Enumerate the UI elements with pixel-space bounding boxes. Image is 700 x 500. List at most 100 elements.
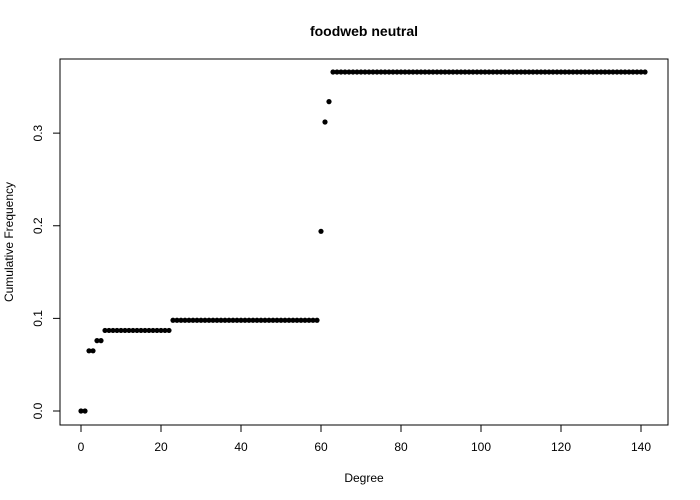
data-point bbox=[582, 69, 588, 75]
data-point bbox=[578, 69, 584, 75]
data-point bbox=[146, 327, 152, 334]
data-point bbox=[366, 69, 372, 75]
data-point bbox=[262, 317, 268, 323]
data-point bbox=[458, 69, 464, 75]
data-point bbox=[174, 317, 180, 323]
data-point bbox=[566, 69, 572, 75]
data-point bbox=[274, 317, 280, 323]
data-point bbox=[218, 317, 224, 323]
data-point bbox=[550, 69, 556, 75]
data-point bbox=[406, 69, 412, 75]
data-point bbox=[430, 69, 436, 75]
data-point bbox=[418, 69, 424, 75]
data-point bbox=[598, 69, 604, 75]
data-point bbox=[526, 69, 532, 75]
data-point bbox=[230, 317, 236, 323]
data-point bbox=[226, 317, 232, 323]
data-point bbox=[438, 69, 444, 75]
data-point bbox=[534, 69, 540, 75]
data-point bbox=[562, 69, 568, 75]
data-point bbox=[638, 69, 644, 75]
data-point bbox=[338, 69, 344, 75]
y-tick-label: 0.1 bbox=[31, 310, 45, 327]
data-point bbox=[398, 69, 404, 75]
data-point bbox=[246, 317, 252, 323]
data-point bbox=[346, 69, 352, 75]
data-point bbox=[382, 69, 388, 75]
data-point bbox=[522, 69, 528, 75]
data-point bbox=[586, 69, 592, 75]
data-point bbox=[490, 69, 496, 75]
data-point bbox=[86, 348, 92, 354]
data-point bbox=[518, 69, 524, 75]
data-point bbox=[530, 69, 536, 75]
data-point bbox=[386, 69, 392, 75]
data-point bbox=[194, 317, 200, 323]
data-point bbox=[394, 69, 400, 75]
data-point bbox=[546, 69, 552, 75]
data-point bbox=[322, 119, 328, 125]
data-point bbox=[82, 408, 88, 414]
y-tick-label: 0.0 bbox=[31, 402, 45, 419]
plot-box bbox=[59, 58, 669, 426]
data-point bbox=[558, 69, 564, 75]
data-point bbox=[222, 317, 228, 323]
data-point bbox=[474, 69, 480, 75]
x-tick-label: 120 bbox=[551, 440, 571, 454]
data-point bbox=[98, 338, 104, 344]
data-point bbox=[374, 69, 380, 75]
data-point bbox=[214, 317, 220, 323]
data-point bbox=[482, 69, 488, 75]
data-point bbox=[170, 317, 176, 323]
data-point bbox=[422, 69, 428, 75]
data-point bbox=[206, 317, 212, 323]
data-point bbox=[122, 327, 128, 334]
y-axis: 0.0 0.1 0.2 0.3 bbox=[31, 124, 61, 419]
data-point bbox=[630, 69, 636, 75]
data-point bbox=[410, 69, 416, 75]
data-point bbox=[286, 317, 292, 323]
data-point bbox=[554, 69, 560, 75]
data-point bbox=[310, 317, 316, 323]
data-point bbox=[602, 69, 608, 75]
data-point bbox=[446, 69, 452, 75]
data-point bbox=[78, 408, 84, 414]
data-point bbox=[102, 327, 108, 334]
data-point bbox=[350, 69, 356, 75]
chart-title: foodweb neutral bbox=[310, 23, 418, 39]
data-point bbox=[326, 99, 332, 105]
data-point bbox=[510, 69, 516, 75]
data-point bbox=[162, 327, 168, 334]
x-axis-label: Degree bbox=[344, 471, 384, 485]
data-point bbox=[134, 327, 140, 334]
data-point bbox=[470, 69, 476, 75]
data-point bbox=[618, 69, 624, 75]
data-point bbox=[450, 69, 456, 75]
data-point bbox=[210, 317, 216, 323]
data-point bbox=[590, 69, 596, 75]
data-point bbox=[370, 69, 376, 75]
data-point bbox=[266, 317, 272, 323]
y-tick-label: 0.2 bbox=[31, 217, 45, 234]
data-point bbox=[110, 327, 116, 334]
data-point bbox=[278, 317, 284, 323]
data-point bbox=[354, 69, 360, 75]
data-point bbox=[254, 317, 260, 323]
data-point bbox=[542, 69, 548, 75]
y-axis-label: Cumulative Frequency bbox=[2, 182, 16, 302]
data-point bbox=[454, 69, 460, 75]
data-point bbox=[414, 69, 420, 75]
data-point bbox=[626, 69, 632, 75]
x-axis: 0 20 40 60 80 100 120 140 bbox=[78, 424, 651, 454]
data-point bbox=[622, 69, 628, 75]
data-point bbox=[298, 317, 304, 323]
data-point bbox=[154, 327, 160, 334]
data-point bbox=[186, 317, 192, 323]
data-point bbox=[242, 317, 248, 323]
data-point bbox=[362, 69, 368, 75]
data-point bbox=[378, 69, 384, 75]
data-point bbox=[158, 327, 164, 334]
data-point bbox=[498, 69, 504, 75]
data-point bbox=[94, 338, 100, 344]
data-point bbox=[442, 69, 448, 75]
